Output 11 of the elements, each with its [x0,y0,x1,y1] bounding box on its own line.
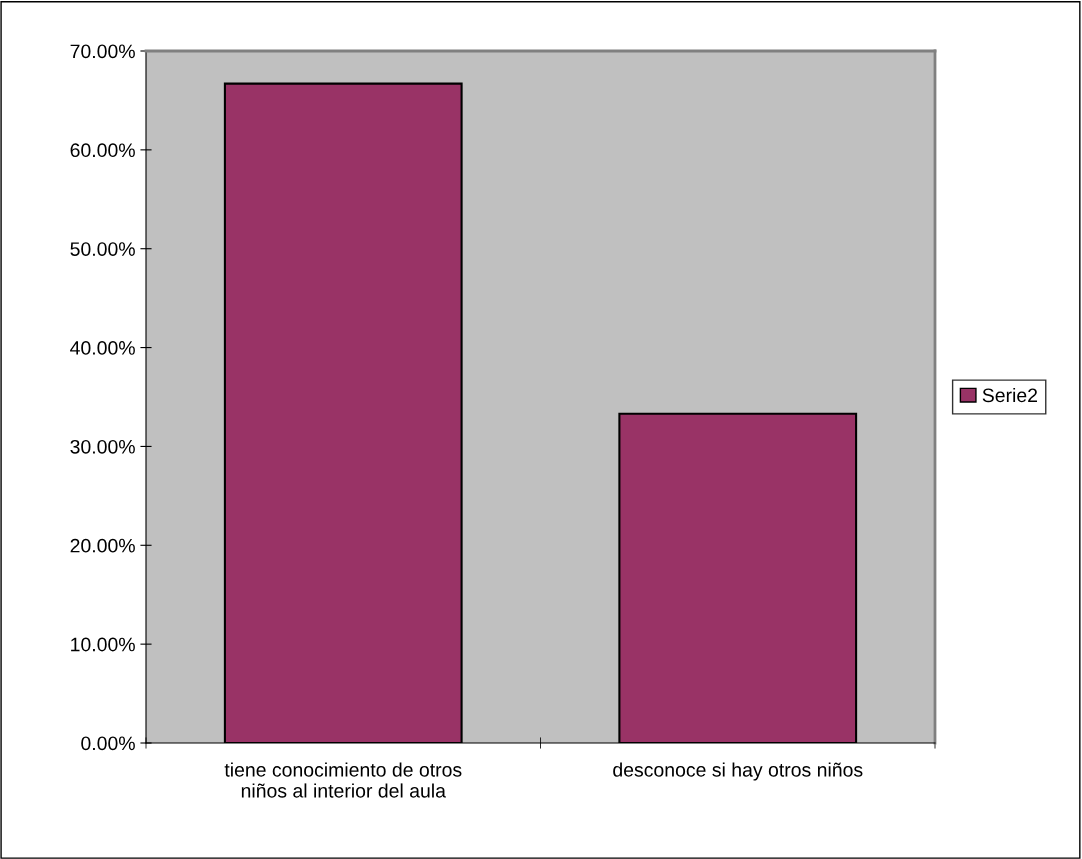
y-tick-label: 10.00% [71,637,135,652]
y-tick-label: 0.00% [81,736,135,751]
y-tick-label: 70.00% [70,44,135,59]
legend-label: Serie2 [982,387,1038,403]
y-tick-label: 60.00% [70,143,135,158]
y-tick-label: 40.00% [70,341,135,355]
y-tick-label: 50.00% [70,242,135,256]
x-tick-label: tiene conocimiento de otros niños al interior del aula [224,762,462,798]
x-tick-label: desconoce si hay otros niños [613,762,863,781]
y-tick-label: 20.00% [70,538,135,553]
y-tick-label: 30.00% [70,439,135,454]
